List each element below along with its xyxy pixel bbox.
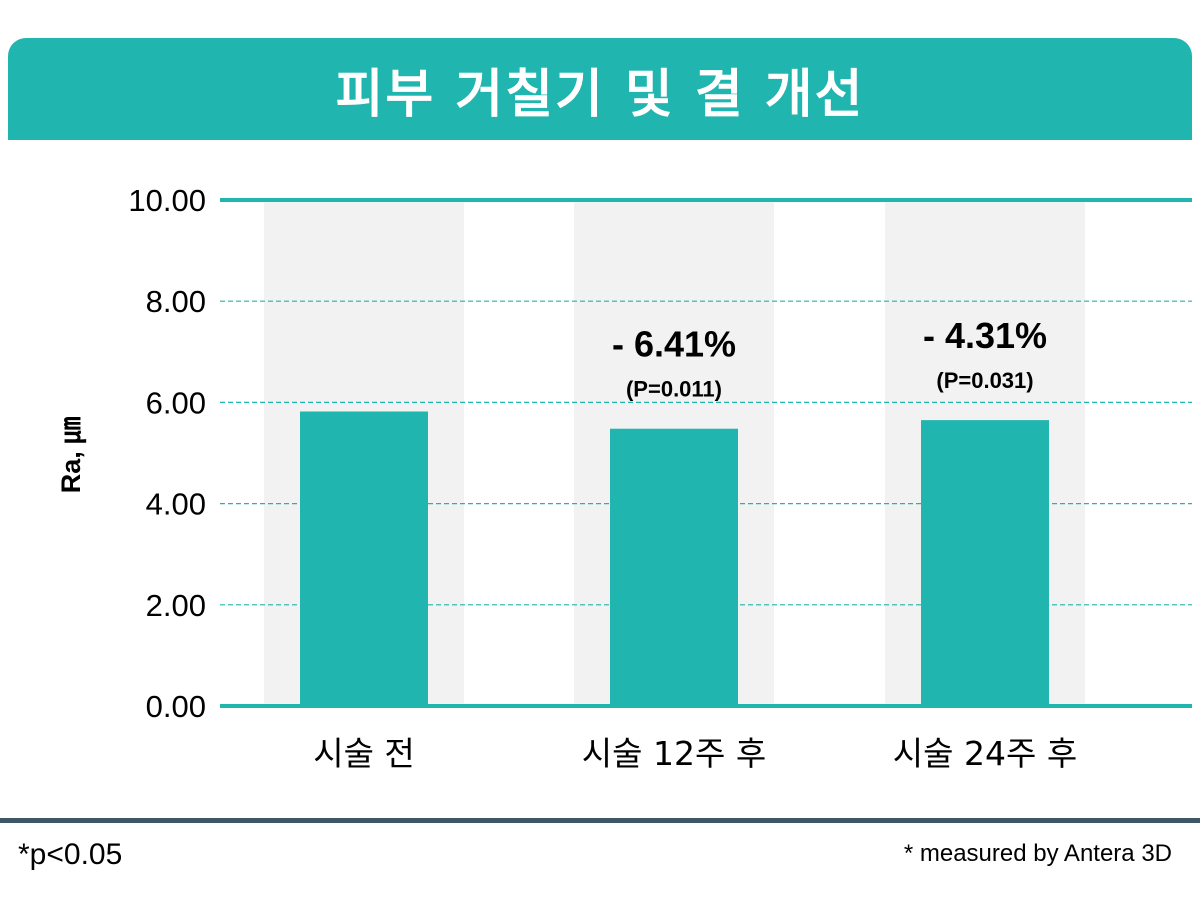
y-tick-label: 6.00 <box>146 385 206 420</box>
y-tick-label: 2.00 <box>146 588 206 623</box>
y-tick-label: 0.00 <box>146 689 206 724</box>
bar-chart: 0.00 2.00 4.00 6.00 8.00 10.00 시술 전 시술 12주 후 시술… <box>56 183 1192 773</box>
bar <box>921 420 1049 706</box>
x-category-label: 시술 24주 후 <box>893 734 1077 773</box>
x-category-label: 시술 12주 후 <box>582 734 766 773</box>
y-axis-label: Ra, ㎛ <box>56 417 87 494</box>
change-percent-label: - 6.41% <box>612 324 736 365</box>
y-tick-label: 4.00 <box>146 487 206 522</box>
change-percent-label: - 4.31% <box>923 315 1047 356</box>
y-tick-label: 10.00 <box>128 183 206 218</box>
y-tick-label: 8.00 <box>146 284 206 319</box>
significance-footnote: *p<0.05 <box>18 838 123 871</box>
chart-title: 피부 거칠기 및 결 개선 <box>335 64 865 125</box>
bar <box>300 411 428 706</box>
x-category-label: 시술 전 <box>313 734 415 773</box>
footer-divider <box>0 818 1200 823</box>
title-banner: 피부 거칠기 및 결 개선 <box>8 38 1192 140</box>
p-value-label: (P=0.031) <box>936 368 1033 393</box>
p-value-label: (P=0.011) <box>626 377 722 402</box>
measurement-footnote: * measured by Antera 3D <box>903 840 1172 867</box>
bar <box>610 428 738 706</box>
